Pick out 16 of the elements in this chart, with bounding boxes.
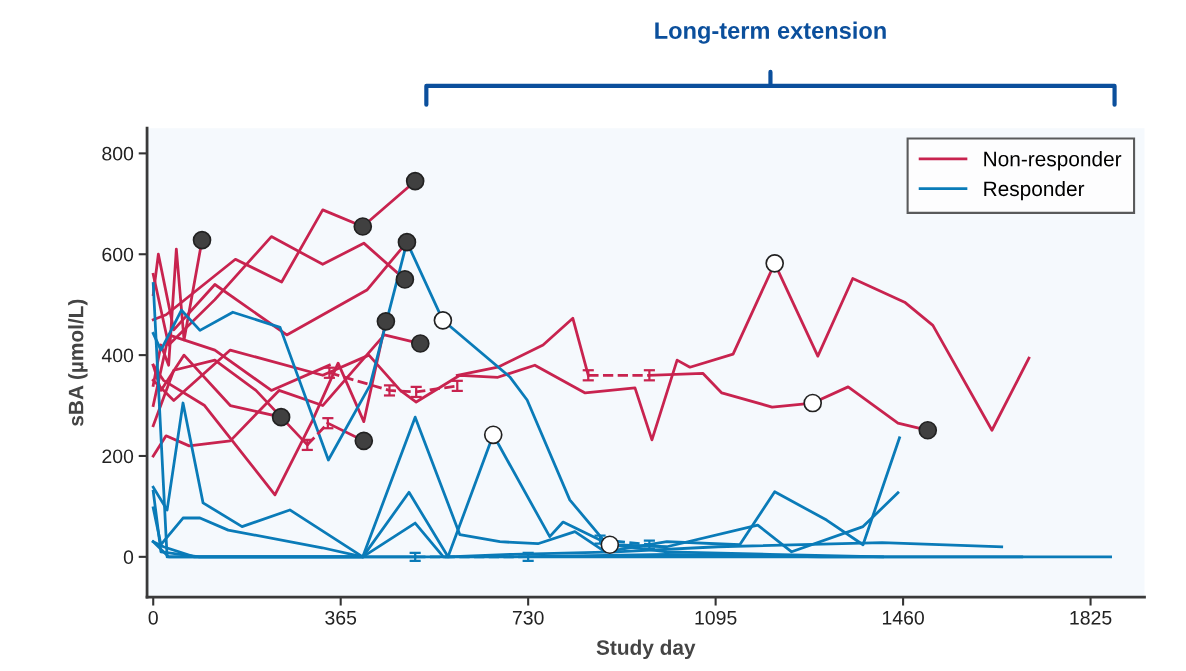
y-tick-label: 200 xyxy=(102,449,134,464)
x-tick-label: 1460 xyxy=(882,610,924,625)
y-tick-label: 600 xyxy=(102,247,134,262)
y-axis-title: sBA (µmol/L) xyxy=(68,299,88,426)
legend-label: Responder xyxy=(984,180,1085,201)
y-tick-label: 400 xyxy=(101,348,134,363)
x-tick-label: 1095 xyxy=(695,610,737,625)
text: Long-term extension xyxy=(655,21,886,44)
x-tick-label: 1825 xyxy=(1070,610,1112,625)
legend-label: Non-responder xyxy=(984,151,1122,171)
x-tick-label: 365 xyxy=(325,610,357,625)
x-tick-label: 730 xyxy=(512,610,544,625)
y-tick-label: 800 xyxy=(102,146,134,161)
x-axis-title: Study day xyxy=(596,639,696,660)
y-tick-label: 0 xyxy=(123,550,134,565)
x-tick-label: 0 xyxy=(148,610,158,625)
